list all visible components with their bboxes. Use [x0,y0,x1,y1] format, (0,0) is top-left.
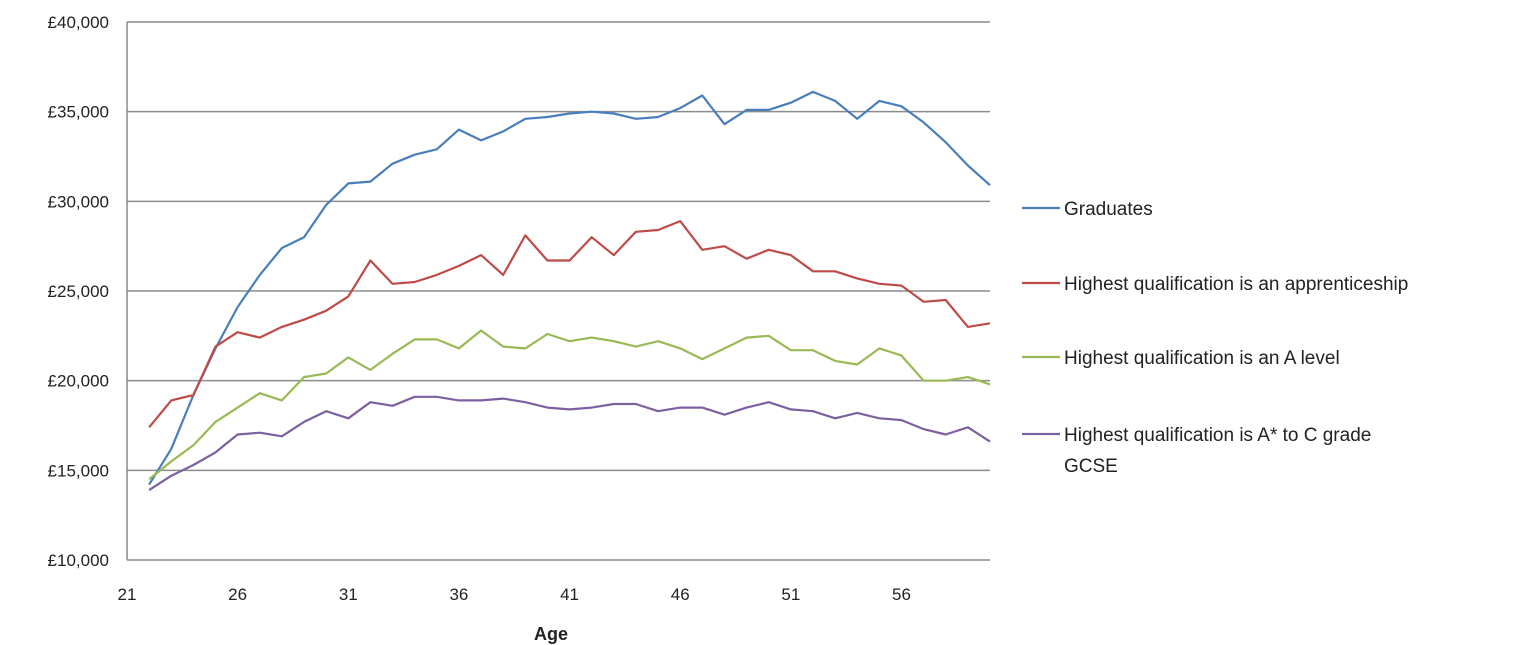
x-tick-label-5: 46 [671,585,690,604]
x-axis-title: Age [534,624,568,644]
series-line-1 [148,220,991,429]
x-tick-label-0: 21 [118,585,137,604]
legend-label-2: Highest qualification is an A level [1064,348,1340,369]
y-tick-label-3: £25,000 [48,282,109,301]
legend-label-3: Highest qualification is A* to C grade GC… [1064,425,1371,477]
x-tick-label-3: 36 [449,585,468,604]
x-tick-label-2: 31 [339,585,358,604]
x-tick-label-4: 41 [560,585,579,604]
series-line-0 [148,90,991,486]
legend-label-0: Graduates [1064,199,1153,220]
y-tick-label-0: £10,000 [48,551,109,570]
y-tick-label-6: £40,000 [48,13,109,32]
y-axis-ticks: £10,000 £15,000 £20,000 £25,000 £30,000 £35,0… [48,13,109,570]
y-tick-label-5: £35,000 [48,103,109,122]
x-tick-label-7: 56 [892,585,911,604]
series-line-2 [148,329,991,481]
y-tick-label-1: £15,000 [48,461,109,480]
series-lines [148,90,991,492]
legend: Graduates Highest qualification is an app… [1022,199,1408,477]
y-tick-label-4: £30,000 [48,192,109,211]
gridlines [127,21,990,561]
x-tick-label-6: 51 [781,585,800,604]
series-line-3 [148,395,991,492]
x-tick-label-1: 26 [228,585,247,604]
x-axis-ticks: 21 26 31 36 41 46 51 56 [118,585,911,604]
legend-label-1: Highest qualification is an apprenticesh… [1064,274,1408,295]
y-tick-label-2: £20,000 [48,372,109,391]
